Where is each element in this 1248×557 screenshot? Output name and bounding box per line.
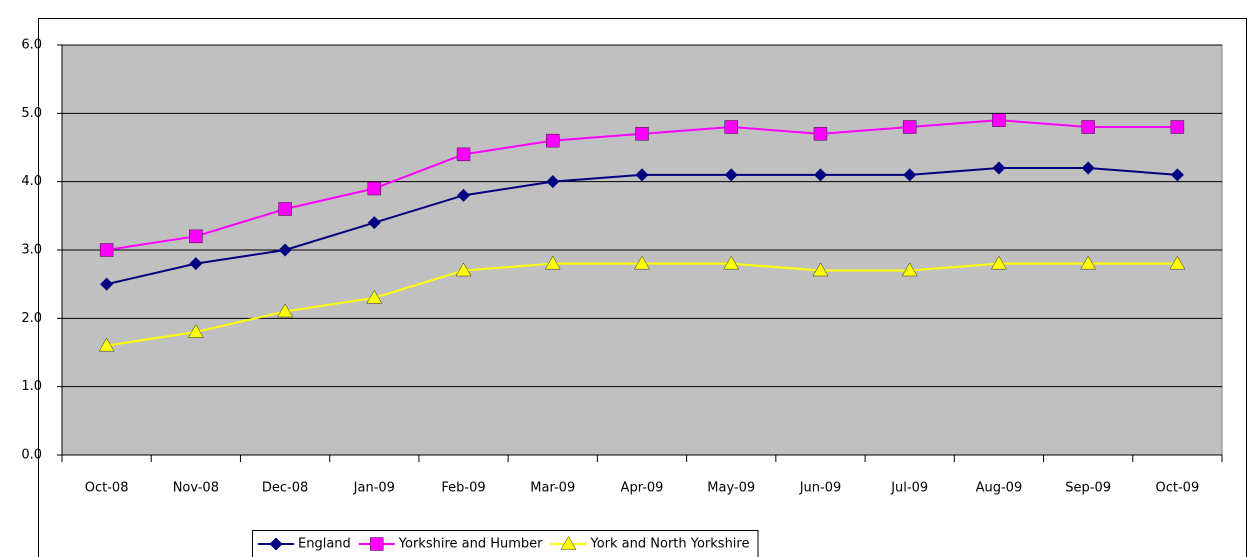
- data-point: [1080, 255, 1097, 270]
- y-tick-label: 2.0: [21, 311, 42, 326]
- data-point: [278, 202, 292, 216]
- x-tick-label: Apr-09: [621, 481, 664, 496]
- data-point: [724, 120, 738, 134]
- x-tick-label: Jun-09: [799, 481, 842, 496]
- data-point: [457, 188, 471, 202]
- data-point: [723, 255, 740, 270]
- data-point: [1081, 120, 1095, 134]
- data-point: [634, 255, 650, 270]
- data-point: [813, 127, 828, 141]
- data-point: [367, 181, 382, 196]
- data-point: [812, 262, 829, 277]
- legend-label: Yorkshire and Humber: [398, 537, 543, 552]
- data-point: [992, 113, 1006, 127]
- y-tick-label: 5.0: [21, 106, 42, 121]
- data-point: [813, 168, 827, 182]
- data-point: [98, 337, 115, 352]
- x-tick-label: Dec-08: [262, 481, 308, 496]
- x-tick-label: Oct-08: [85, 481, 129, 496]
- y-tick-label: 1.0: [21, 379, 42, 394]
- data-point: [992, 161, 1006, 175]
- data-point: [1170, 168, 1184, 182]
- data-point: [635, 127, 649, 141]
- x-tick-label: Nov-08: [173, 481, 219, 496]
- legend-label: York and North Yorkshire: [590, 537, 750, 552]
- data-point: [724, 168, 738, 182]
- legend-marker: [370, 537, 384, 551]
- legend-label: England: [298, 537, 351, 552]
- data-point: [901, 262, 918, 277]
- data-point: [1081, 161, 1095, 175]
- data-point: [991, 255, 1007, 270]
- data-point: [1169, 255, 1186, 270]
- data-point: [456, 147, 471, 162]
- data-point: [902, 120, 917, 134]
- x-tick-label: Jul-09: [890, 481, 928, 496]
- y-tick-label: 6.0: [21, 38, 42, 53]
- x-tick-label: Feb-09: [441, 481, 485, 496]
- data-point: [635, 168, 649, 182]
- data-point: [903, 168, 917, 182]
- legend-box: [252, 530, 759, 557]
- data-point: [277, 303, 293, 318]
- data-point: [1170, 120, 1185, 134]
- data-point: [367, 216, 381, 230]
- legend-marker: [269, 537, 283, 551]
- data-point: [189, 257, 203, 271]
- legend-marker: [560, 536, 577, 550]
- data-point: [546, 133, 560, 148]
- data-point: [366, 289, 383, 304]
- x-tick-label: Sep-09: [1065, 481, 1111, 496]
- legend: England Yorkshire and Humber York and Nort…: [252, 530, 759, 557]
- x-tick-label: Mar-09: [530, 481, 575, 496]
- data-point: [455, 262, 472, 277]
- data-point: [100, 277, 114, 291]
- data-point: [544, 255, 561, 270]
- x-tick-label: May-09: [707, 481, 755, 496]
- data-point: [99, 243, 114, 257]
- x-tick-label: Aug-09: [976, 481, 1023, 496]
- y-tick-label: 3.0: [21, 243, 42, 258]
- data-point: [278, 243, 292, 257]
- x-tick-label: Oct-09: [1156, 481, 1200, 496]
- data-point: [189, 229, 203, 244]
- y-tick-label: 4.0: [21, 174, 42, 189]
- data-point: [546, 175, 560, 189]
- x-tick-label: Jan-09: [353, 481, 395, 496]
- y-tick-label: 0.0: [21, 448, 42, 463]
- data-point: [187, 324, 204, 338]
